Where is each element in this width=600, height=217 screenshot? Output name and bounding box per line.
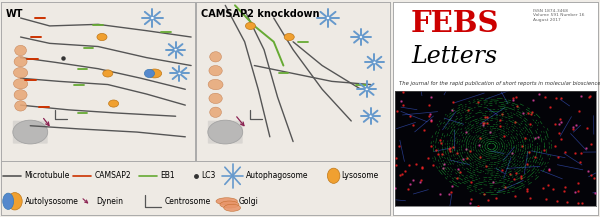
Text: Microtubule: Microtubule (25, 171, 70, 180)
Ellipse shape (245, 22, 256, 30)
Ellipse shape (208, 79, 223, 90)
Ellipse shape (210, 107, 221, 117)
Text: Dynein: Dynein (97, 197, 124, 206)
Ellipse shape (284, 33, 294, 41)
Text: WT: WT (6, 8, 23, 18)
Text: ISSN 1874-3468
Volume 591 Number 16
August 2017: ISSN 1874-3468 Volume 591 Number 16 Augu… (533, 8, 584, 22)
Text: LC3: LC3 (202, 171, 216, 180)
Text: The journal for the rapid publication of short reports in molecular biosciences: The journal for the rapid publication of… (399, 81, 600, 86)
Text: Golgi: Golgi (238, 197, 258, 206)
Text: Autophagosome: Autophagosome (246, 171, 308, 180)
Ellipse shape (326, 16, 330, 20)
Ellipse shape (224, 204, 241, 211)
Ellipse shape (97, 33, 107, 41)
Ellipse shape (14, 56, 27, 67)
Ellipse shape (174, 48, 178, 51)
Text: Autolysosome: Autolysosome (25, 197, 79, 206)
Ellipse shape (7, 193, 22, 210)
Ellipse shape (13, 67, 28, 78)
FancyBboxPatch shape (208, 121, 243, 144)
Text: CAMSAP2: CAMSAP2 (95, 171, 131, 180)
Ellipse shape (103, 70, 113, 77)
Ellipse shape (359, 36, 362, 38)
Ellipse shape (365, 88, 368, 91)
Ellipse shape (145, 69, 154, 77)
Ellipse shape (14, 90, 27, 100)
Ellipse shape (328, 168, 340, 183)
Text: PRESS: PRESS (430, 197, 448, 202)
Ellipse shape (220, 201, 239, 208)
Ellipse shape (15, 45, 26, 56)
Text: www.febsletters.org: www.febsletters.org (473, 197, 526, 202)
Text: CAMSAP2 knockdown: CAMSAP2 knockdown (201, 8, 320, 18)
Ellipse shape (216, 198, 238, 205)
Text: FEBS: FEBS (410, 8, 499, 38)
Ellipse shape (209, 66, 222, 76)
Text: FEBS: FEBS (409, 197, 425, 202)
Text: Letters: Letters (412, 45, 497, 68)
Ellipse shape (15, 101, 26, 111)
Ellipse shape (148, 69, 161, 78)
Text: Lysosome: Lysosome (341, 171, 379, 180)
Ellipse shape (178, 72, 181, 75)
Text: WILEY: WILEY (568, 193, 595, 202)
Ellipse shape (13, 120, 48, 144)
Ellipse shape (208, 120, 243, 144)
Text: EB1: EB1 (161, 171, 175, 180)
Ellipse shape (369, 115, 373, 118)
Ellipse shape (13, 79, 28, 89)
Text: Centrosome: Centrosome (164, 197, 211, 206)
Ellipse shape (210, 52, 221, 62)
Ellipse shape (151, 16, 154, 20)
FancyBboxPatch shape (13, 121, 48, 144)
Ellipse shape (109, 100, 119, 107)
Ellipse shape (3, 193, 14, 209)
Ellipse shape (209, 93, 222, 104)
Ellipse shape (373, 61, 376, 64)
